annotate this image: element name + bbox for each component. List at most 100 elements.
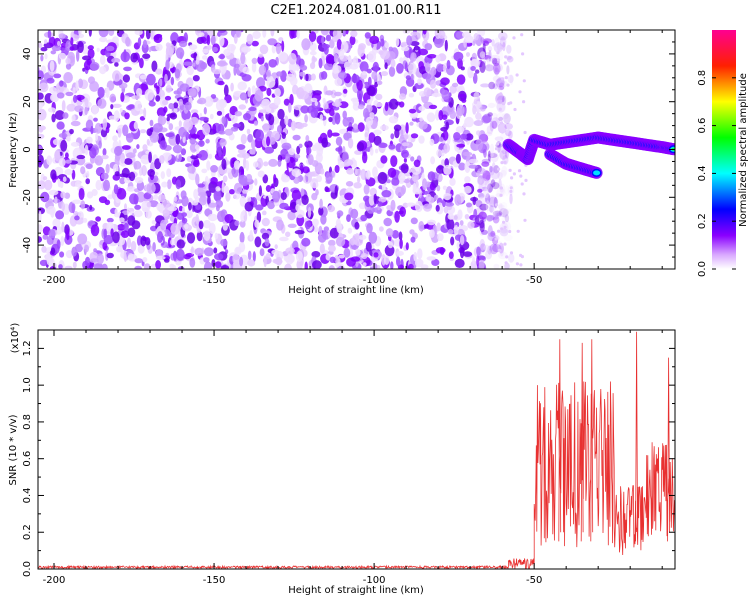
snr-y-ticks: 0.0 0.2 0.4 0.6 0.8 1.0 1.2 [22, 329, 675, 577]
heatmap-cell [512, 36, 516, 40]
heatmap-cell [453, 132, 461, 141]
heatmap-cell [67, 136, 71, 142]
heatmap-cell [195, 144, 200, 151]
heatmap-cell [222, 223, 228, 231]
heatmap-cell [500, 46, 504, 50]
heatmap-cell [489, 166, 495, 176]
heatmap-cell [175, 179, 182, 190]
y-tick-label: 20 [22, 95, 33, 108]
heatmap-cell [281, 142, 292, 150]
heatmap-cell [499, 186, 503, 190]
heatmap-cell [142, 144, 148, 151]
heatmap-cell [383, 217, 393, 227]
heatmap-cell [210, 165, 219, 173]
heatmap-cell [292, 84, 299, 95]
heatmap-cell [512, 172, 517, 176]
heatmap-cell [498, 116, 504, 121]
heatmap-cell [202, 181, 209, 191]
heatmap-cell [493, 263, 500, 269]
heatmap-cell [284, 263, 292, 269]
heatmap-cell [140, 129, 147, 134]
heatmap-cell [51, 45, 62, 52]
heatmap-cell [422, 178, 428, 191]
heatmap-cell [206, 45, 212, 50]
heatmap-cell [106, 217, 114, 223]
heatmap-cell [404, 133, 409, 140]
heatmap-cell [112, 231, 120, 244]
heatmap-cell [353, 162, 358, 169]
heatmap-cell [96, 47, 100, 52]
heatmap-cell [447, 228, 454, 235]
heatmap-cell [239, 92, 248, 101]
heatmap-cell [155, 95, 161, 102]
heatmap-cell [56, 121, 65, 130]
heatmap-cell [167, 206, 178, 212]
heatmap-cell [436, 149, 442, 158]
heatmap-cell [134, 204, 142, 210]
heatmap-cell [472, 105, 477, 115]
heatmap-cell [184, 101, 192, 111]
heatmap-cell [42, 176, 48, 181]
heatmap-cell [236, 144, 246, 150]
heatmap-cell [173, 108, 178, 113]
heatmap-cell [338, 71, 347, 79]
heatmap-cell [82, 67, 86, 72]
heatmap-cell [423, 203, 432, 209]
heatmap-cell [314, 100, 318, 107]
heatmap-cell [368, 231, 378, 244]
heatmap-cell [426, 112, 436, 123]
heatmap-cell [487, 232, 497, 242]
heatmap-cell [134, 30, 143, 36]
heatmap-cell [335, 237, 346, 247]
heatmap-cell [180, 190, 187, 200]
heatmap-cell [422, 73, 432, 80]
heatmap-cell [98, 30, 109, 38]
heatmap-cell [414, 45, 420, 51]
heatmap-cell [50, 247, 56, 255]
heatmap-cell [429, 182, 436, 191]
heatmap-cell [254, 89, 264, 102]
heatmap-cell [94, 155, 104, 166]
heatmap-cell [390, 59, 396, 68]
heatmap-cell [310, 62, 316, 70]
heatmap-cell [173, 102, 179, 109]
heatmap-cell [366, 99, 372, 106]
heatmap-cell [203, 247, 214, 257]
heatmap-cell [212, 46, 218, 53]
heatmap-cell [489, 143, 495, 155]
heatmap-cell [102, 241, 108, 251]
heatmap-cell [155, 43, 163, 51]
heatmap-cell [87, 48, 95, 59]
heatmap-cell [47, 30, 52, 39]
heatmap-cell [517, 169, 522, 173]
heatmap-cell [77, 78, 84, 89]
heatmap-cell [413, 159, 421, 168]
heatmap-cell [268, 158, 278, 167]
heatmap-cell [84, 144, 89, 156]
heatmap-cell [148, 46, 152, 53]
heatmap-cell [496, 187, 506, 198]
heatmap-cell [100, 172, 109, 180]
heatmap-cell [86, 191, 94, 199]
heatmap-cell [503, 225, 507, 229]
heatmap-cell [318, 207, 324, 216]
heatmap-cell [56, 92, 65, 99]
heatmap-cell [262, 123, 270, 133]
heatmap-cell [217, 30, 227, 33]
heatmap-cell [279, 236, 289, 242]
heatmap-cell [77, 211, 84, 218]
heatmap-cell [260, 115, 264, 122]
heatmap-cell [48, 189, 59, 196]
heatmap-cell [333, 53, 339, 64]
heatmap-cell [102, 148, 107, 156]
heatmap-cell [54, 150, 61, 162]
heatmap-cell [266, 136, 271, 147]
heatmap-cell [190, 109, 199, 114]
heatmap-cell [377, 201, 383, 207]
heatmap-cell [208, 222, 216, 234]
heatmap-cell [304, 220, 311, 230]
heatmap-cell [434, 194, 439, 201]
heatmap-cell [198, 32, 205, 37]
heatmap-cell [72, 199, 82, 205]
heatmap-cell [307, 154, 314, 166]
